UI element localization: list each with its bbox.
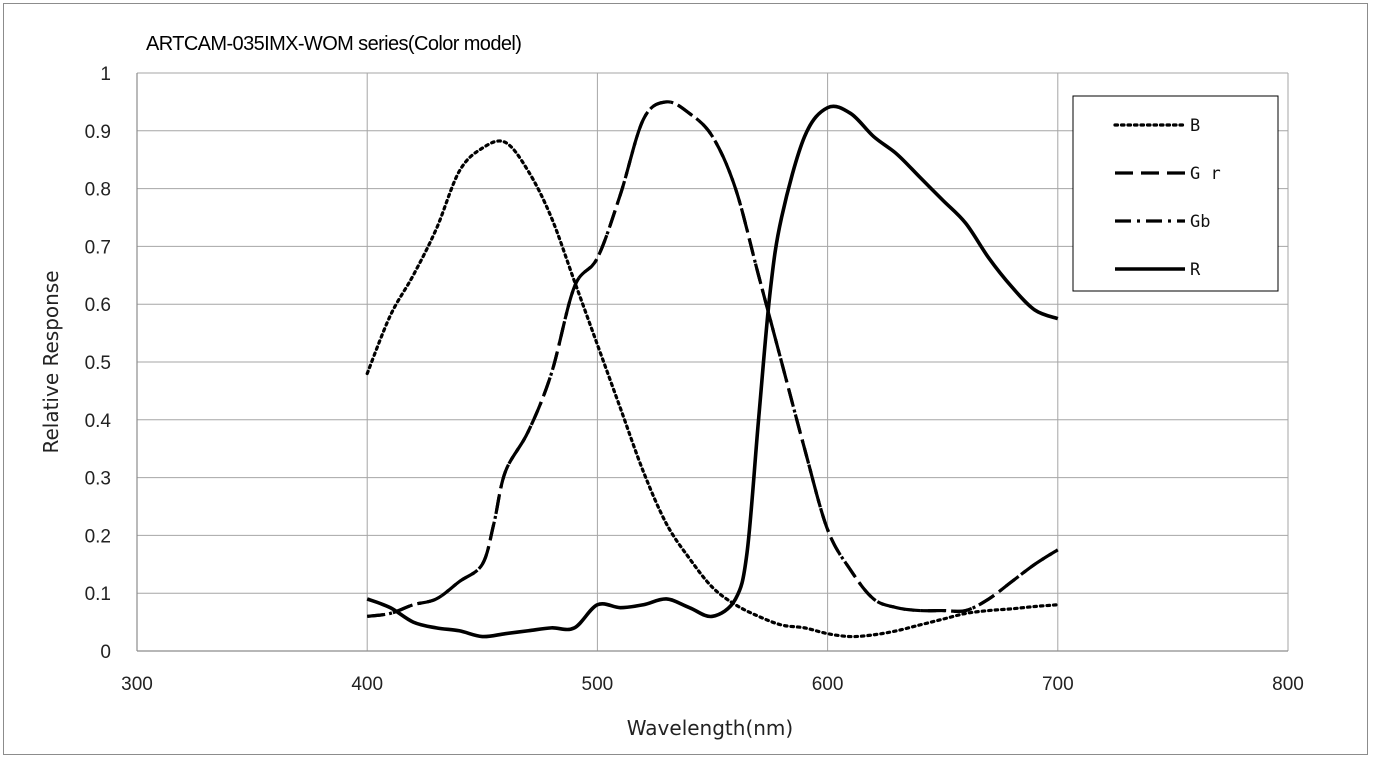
y-tick-label: 0.5: [85, 353, 111, 374]
x-tick-label: 600: [812, 674, 844, 695]
y-tick-label: 0.7: [85, 237, 111, 258]
y-axis-title: Relative Response: [39, 270, 63, 453]
x-tick-label: 500: [582, 674, 614, 695]
y-tick-label: 0.8: [85, 180, 111, 201]
axes: 0 0.1 0.2 0.3 0.4 0.5 0.6 0.7 0.8 0.9 1 300 400 500 60…: [85, 64, 1304, 695]
x-tick-label: 300: [121, 674, 153, 695]
chart-title: ARTCAM-035IMX-WOM series(Color model): [146, 33, 521, 55]
y-tick-label: 0.2: [85, 526, 111, 547]
legend-label-gr: G r: [1190, 164, 1221, 184]
x-tick-label: 400: [351, 674, 383, 695]
series-line-gb: [367, 100, 1059, 618]
y-tick-label: 0.6: [85, 295, 111, 316]
plot-area: [365, 100, 1060, 639]
legend: B G r Gb R: [1072, 95, 1279, 292]
y-tick-label: 1: [100, 64, 111, 85]
series-line-b: [365, 139, 1060, 639]
legend-box: [1072, 95, 1279, 292]
y-tick-label: 0: [100, 642, 111, 663]
x-tick-label: 800: [1272, 674, 1304, 695]
y-tick-label: 0.1: [85, 584, 111, 605]
x-axis-title: Wavelength(nm): [627, 716, 793, 740]
series-line-gr: [367, 100, 1059, 618]
legend-label-r: R: [1190, 260, 1201, 280]
y-tick-label: 0.9: [85, 122, 111, 143]
series-line-r: [366, 104, 1059, 639]
y-tick-label: 0.3: [85, 469, 111, 490]
legend-label-b: B: [1190, 116, 1200, 136]
legend-label-gb: Gb: [1190, 212, 1210, 232]
x-tick-label: 700: [1042, 674, 1074, 695]
y-tick-label: 0.4: [85, 411, 112, 432]
